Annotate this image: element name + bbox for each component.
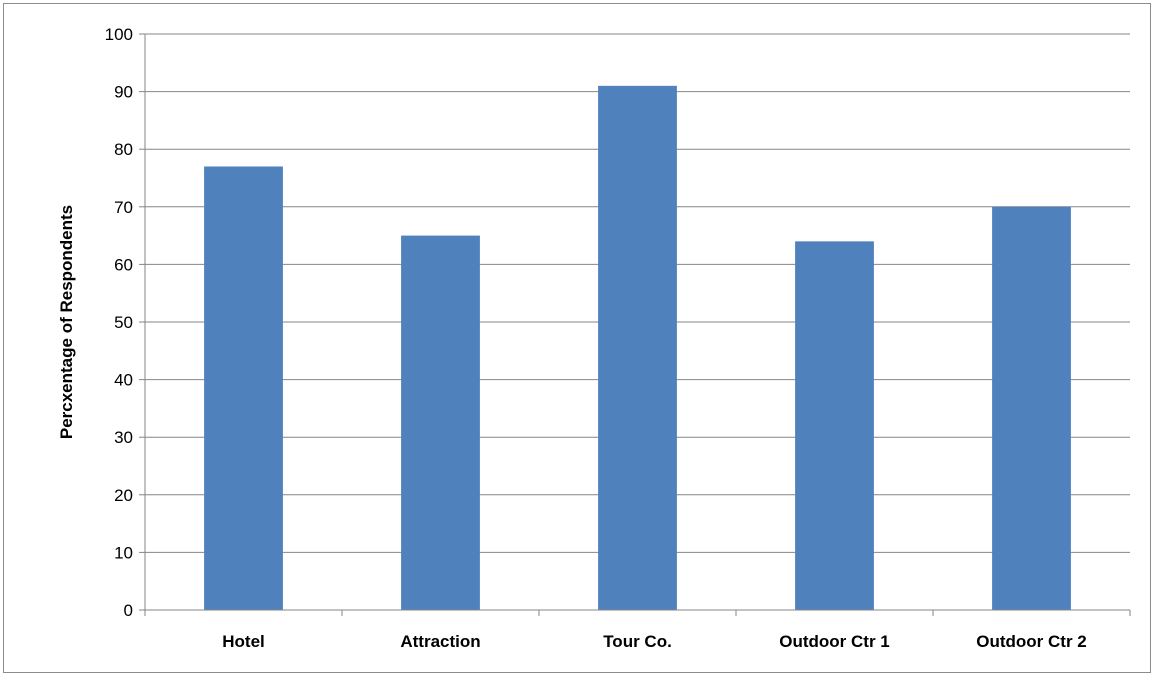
x-category-label: Outdoor Ctr 2 bbox=[976, 632, 1087, 651]
x-category-labels: Hotel Attraction Tour Co. Outdoor Ctr 1 Outd… bbox=[222, 632, 1087, 651]
x-category-label: Outdoor Ctr 1 bbox=[779, 632, 890, 651]
y-tick-label: 70 bbox=[114, 198, 133, 217]
x-category-label: Attraction bbox=[400, 632, 480, 651]
y-axis-title: Percxentage of Respondents bbox=[57, 205, 76, 439]
y-tick-label: 100 bbox=[105, 25, 133, 44]
y-tick-label: 30 bbox=[114, 428, 133, 447]
y-tick-labels: 0 10 20 30 40 50 60 70 80 90 100 bbox=[105, 25, 133, 620]
y-tick-label: 10 bbox=[114, 543, 133, 562]
y-tick-label: 0 bbox=[124, 601, 133, 620]
y-tick-label: 40 bbox=[114, 371, 133, 390]
bar-attraction bbox=[401, 235, 480, 610]
bars bbox=[204, 85, 1071, 611]
axes bbox=[139, 33, 1131, 616]
y-tick-label: 60 bbox=[114, 255, 133, 274]
x-category-label: Hotel bbox=[222, 632, 265, 651]
bar-outdoor-ctr-1 bbox=[795, 241, 874, 611]
y-tick-label: 80 bbox=[114, 140, 133, 159]
y-tick-label: 20 bbox=[114, 486, 133, 505]
x-category-label: Tour Co. bbox=[603, 632, 672, 651]
y-tick-label: 50 bbox=[114, 313, 133, 332]
bar-tour-co bbox=[598, 85, 677, 611]
chart-frame bbox=[3, 3, 1151, 673]
bar-outdoor-ctr-2 bbox=[992, 206, 1071, 611]
bar-hotel bbox=[204, 166, 283, 611]
y-tick-label: 90 bbox=[114, 83, 133, 102]
